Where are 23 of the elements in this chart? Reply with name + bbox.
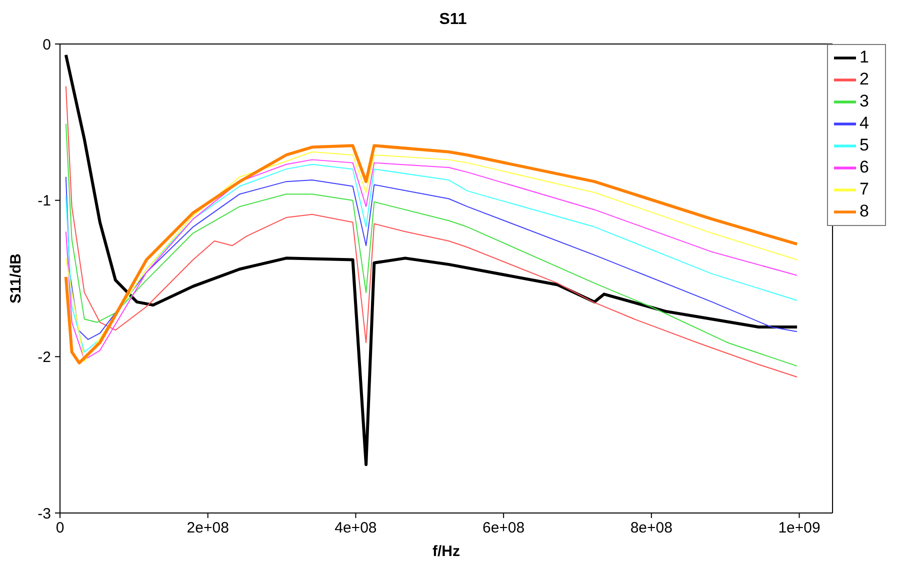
x-tick-label: 1e+09 bbox=[778, 520, 820, 537]
legend-label: 4 bbox=[860, 113, 869, 132]
x-axis-title: f/Hz bbox=[432, 543, 460, 560]
legend-label: 6 bbox=[860, 157, 869, 176]
legend-label: 3 bbox=[860, 91, 869, 110]
x-tick-label: 4e+08 bbox=[334, 520, 377, 537]
legend-label: 1 bbox=[860, 47, 869, 66]
line-series bbox=[64, 53, 799, 466]
x-tick-label: 0 bbox=[56, 520, 64, 537]
y-axis-title: S11/dB bbox=[7, 253, 24, 304]
legend-label: 8 bbox=[860, 201, 869, 220]
chart-title: S11 bbox=[438, 10, 468, 30]
y-tick-label: -2 bbox=[38, 348, 51, 366]
y-tick-label: -3 bbox=[38, 505, 51, 522]
y-tick-label: 0 bbox=[42, 36, 51, 54]
x-tick-label: 6e+08 bbox=[482, 520, 525, 537]
line-series bbox=[65, 86, 798, 378]
legend-label: 7 bbox=[860, 179, 869, 198]
x-tick-label: 2e+08 bbox=[186, 520, 229, 537]
legend-label: 5 bbox=[860, 135, 869, 154]
y-tick-label: -1 bbox=[38, 192, 51, 210]
legend-label: 2 bbox=[860, 69, 869, 88]
x-tick-label: 8e+08 bbox=[630, 520, 672, 537]
